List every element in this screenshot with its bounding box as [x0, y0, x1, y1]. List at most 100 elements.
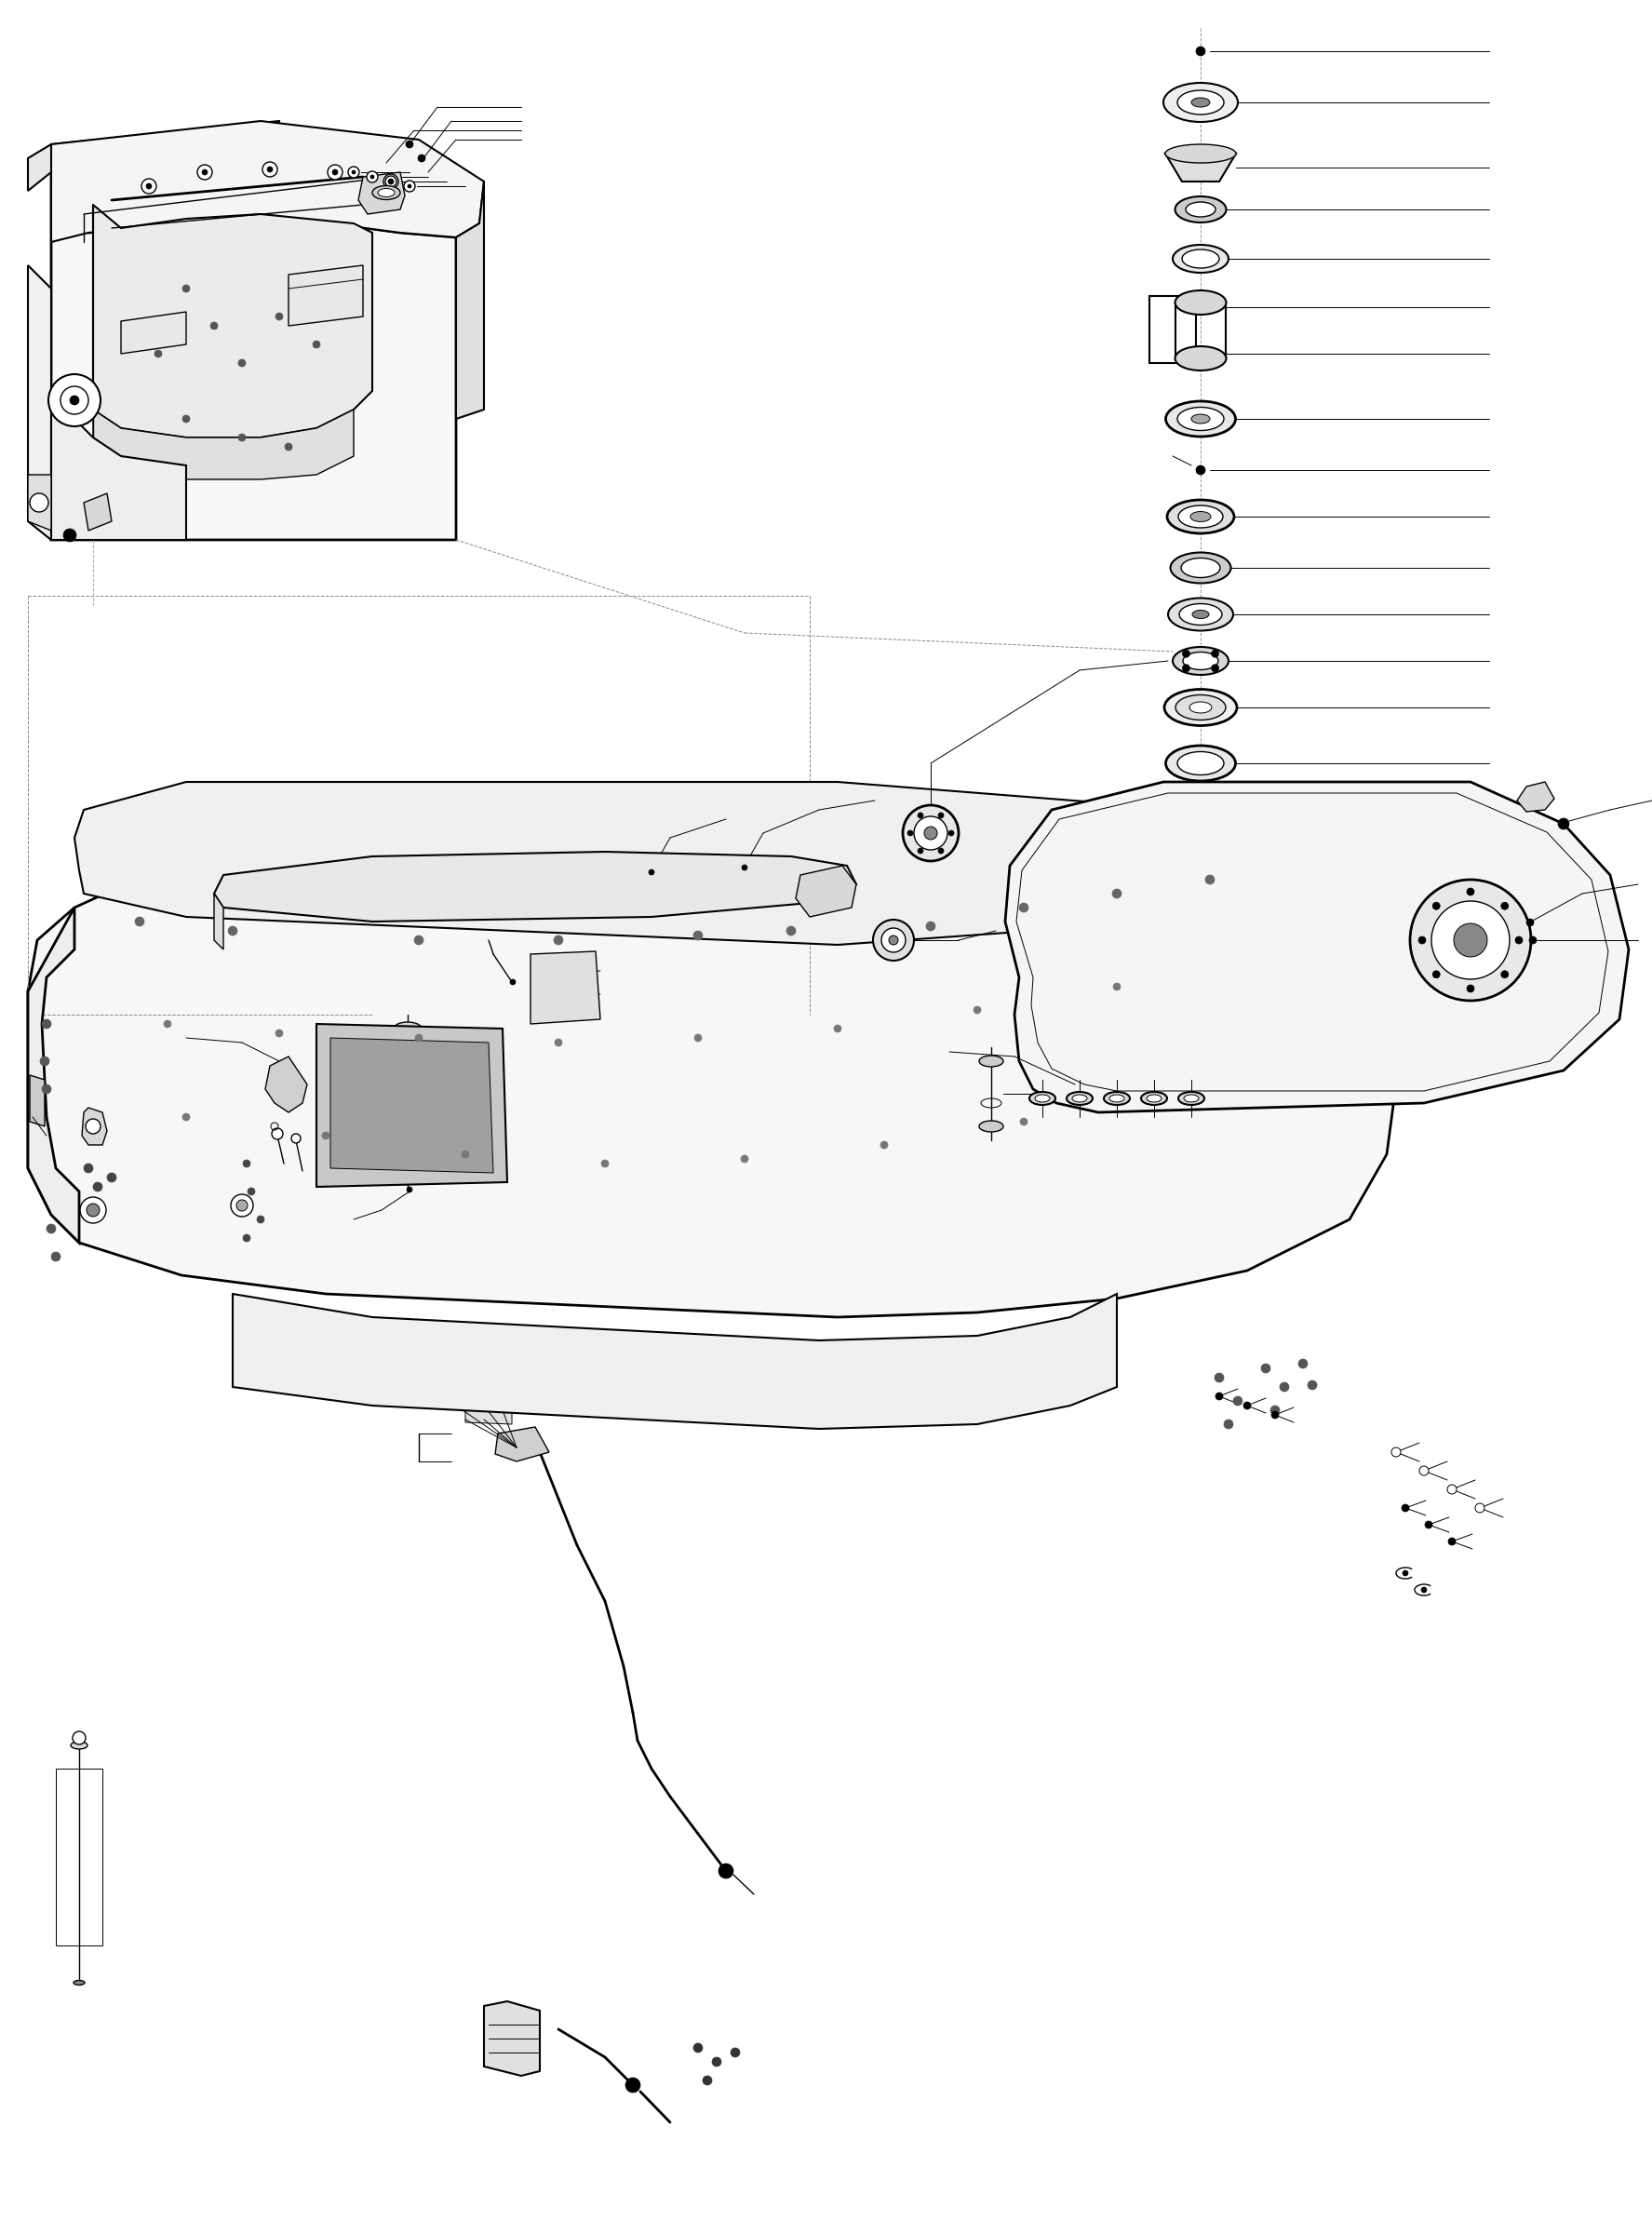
Circle shape	[626, 2077, 641, 2092]
Circle shape	[881, 1142, 887, 1148]
Ellipse shape	[1191, 415, 1209, 424]
Circle shape	[243, 1159, 251, 1168]
Ellipse shape	[1176, 695, 1226, 720]
Ellipse shape	[980, 1055, 1003, 1066]
Circle shape	[238, 433, 246, 442]
Circle shape	[1467, 888, 1474, 895]
Ellipse shape	[1166, 402, 1236, 438]
Circle shape	[1280, 1381, 1289, 1393]
Circle shape	[1426, 1521, 1432, 1528]
Circle shape	[291, 1133, 301, 1144]
Polygon shape	[496, 1426, 548, 1461]
Circle shape	[1196, 466, 1206, 475]
Ellipse shape	[393, 1119, 421, 1133]
Circle shape	[1272, 1410, 1279, 1419]
Circle shape	[164, 1019, 172, 1028]
Circle shape	[415, 935, 423, 944]
Ellipse shape	[1178, 1093, 1204, 1104]
Polygon shape	[1150, 295, 1196, 362]
Ellipse shape	[1191, 511, 1211, 522]
Circle shape	[872, 919, 914, 962]
Circle shape	[1431, 902, 1510, 979]
Circle shape	[322, 1133, 329, 1139]
Circle shape	[1214, 1373, 1224, 1381]
Polygon shape	[466, 1341, 512, 1424]
Circle shape	[1515, 937, 1523, 944]
Circle shape	[406, 1186, 413, 1193]
Circle shape	[1403, 1570, 1408, 1577]
Circle shape	[243, 1235, 251, 1242]
Ellipse shape	[1191, 98, 1209, 107]
Circle shape	[40, 1057, 50, 1066]
Circle shape	[1113, 984, 1120, 991]
Circle shape	[1216, 1393, 1222, 1399]
Circle shape	[332, 169, 339, 175]
Circle shape	[228, 926, 238, 935]
Circle shape	[276, 1075, 292, 1093]
Circle shape	[786, 926, 796, 935]
Circle shape	[1019, 904, 1029, 913]
Ellipse shape	[1165, 144, 1236, 162]
Circle shape	[914, 817, 948, 851]
Ellipse shape	[1029, 1093, 1056, 1104]
Circle shape	[917, 813, 923, 817]
Ellipse shape	[1165, 689, 1237, 726]
Circle shape	[938, 813, 943, 817]
Circle shape	[1206, 875, 1214, 884]
Circle shape	[1454, 924, 1487, 957]
Ellipse shape	[1184, 1095, 1199, 1102]
Polygon shape	[358, 173, 405, 213]
Ellipse shape	[71, 1741, 88, 1750]
Circle shape	[352, 171, 355, 173]
Circle shape	[327, 164, 342, 180]
Circle shape	[182, 284, 190, 293]
Circle shape	[197, 164, 211, 180]
Circle shape	[889, 935, 899, 944]
Polygon shape	[796, 866, 856, 917]
Circle shape	[408, 184, 411, 189]
Polygon shape	[93, 409, 354, 480]
Ellipse shape	[372, 187, 400, 200]
Circle shape	[41, 1084, 51, 1093]
Circle shape	[1432, 971, 1441, 977]
Polygon shape	[28, 857, 1396, 1317]
Ellipse shape	[1178, 751, 1224, 775]
Circle shape	[93, 1182, 102, 1190]
Polygon shape	[121, 311, 187, 353]
Circle shape	[349, 167, 358, 178]
Ellipse shape	[1146, 1095, 1161, 1102]
Circle shape	[814, 880, 836, 902]
Circle shape	[1530, 937, 1536, 944]
Circle shape	[263, 162, 278, 178]
Circle shape	[719, 1863, 733, 1879]
Circle shape	[1419, 937, 1426, 944]
Polygon shape	[30, 1075, 45, 1126]
Circle shape	[415, 1035, 423, 1042]
Ellipse shape	[1067, 1093, 1092, 1104]
Polygon shape	[1165, 153, 1236, 182]
Circle shape	[79, 1197, 106, 1224]
Circle shape	[276, 1031, 282, 1037]
Circle shape	[46, 1224, 56, 1233]
Polygon shape	[530, 951, 600, 1024]
Polygon shape	[1004, 782, 1629, 1113]
Circle shape	[48, 373, 101, 426]
Circle shape	[702, 2077, 712, 2086]
Polygon shape	[484, 2001, 540, 2077]
Ellipse shape	[980, 1122, 1003, 1133]
Circle shape	[510, 979, 515, 984]
Polygon shape	[317, 1024, 507, 1186]
Ellipse shape	[1181, 249, 1219, 269]
Circle shape	[1211, 664, 1219, 673]
Ellipse shape	[393, 1022, 421, 1035]
Ellipse shape	[1034, 1095, 1049, 1102]
Polygon shape	[74, 782, 1332, 944]
Circle shape	[694, 931, 702, 939]
Circle shape	[388, 178, 393, 184]
Polygon shape	[93, 204, 372, 438]
Circle shape	[1447, 1484, 1457, 1495]
Circle shape	[1419, 1466, 1429, 1475]
Circle shape	[821, 886, 831, 895]
Polygon shape	[28, 264, 51, 540]
Circle shape	[312, 340, 320, 349]
